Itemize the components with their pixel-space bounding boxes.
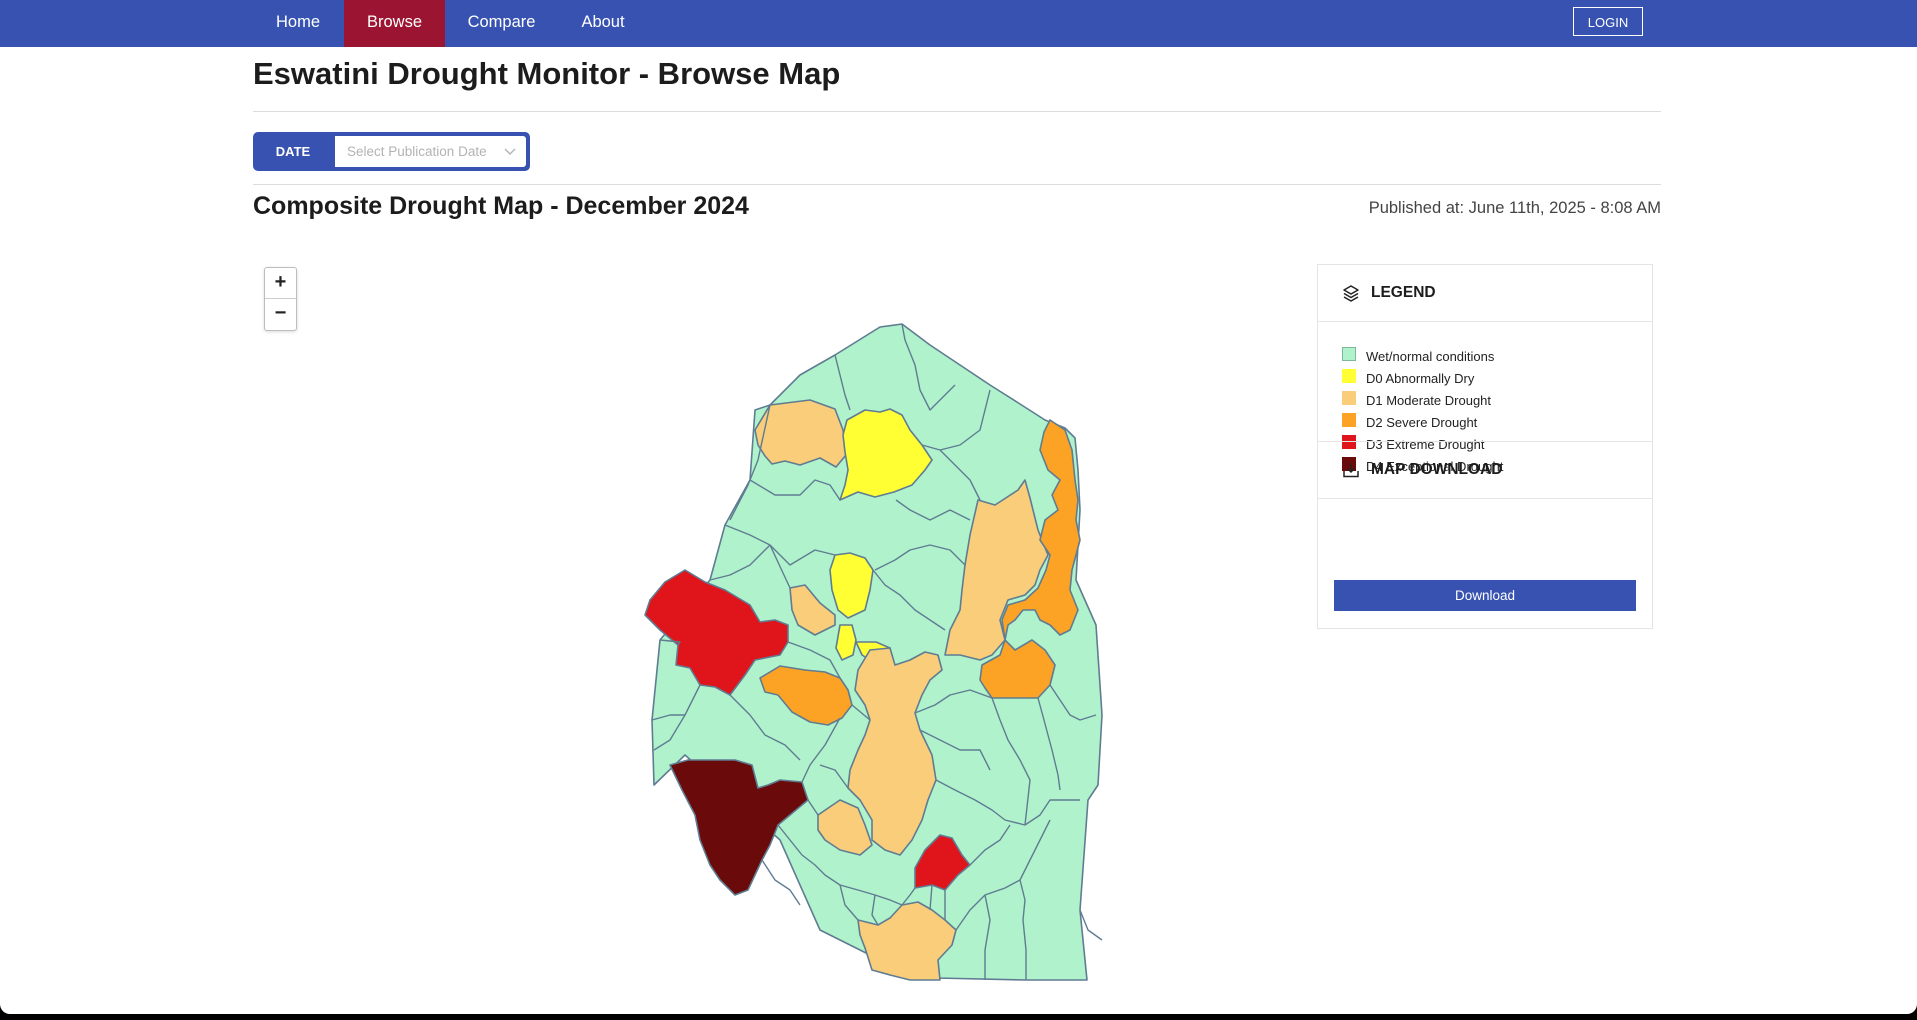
region-d1-south-west-lobe[interactable] <box>817 799 873 856</box>
nav-compare[interactable]: Compare <box>467 13 536 31</box>
region-d4-southwest[interactable] <box>669 759 809 896</box>
nav-browse[interactable]: Browse <box>344 0 445 47</box>
legend-swatch <box>1342 391 1356 405</box>
drought-map[interactable] <box>640 320 1145 985</box>
date-select-placeholder: Select Publication Date <box>347 144 487 159</box>
zoom-in-button[interactable]: + <box>265 268 296 299</box>
zoom-control: + − <box>264 267 297 331</box>
region-d1-center-west[interactable] <box>789 584 836 636</box>
zoom-out-button[interactable]: − <box>274 302 287 324</box>
layers-icon <box>1343 285 1359 302</box>
chevron-down-icon <box>504 148 516 155</box>
divider <box>253 184 1661 185</box>
publication-date-select[interactable]: Select Publication Date <box>335 136 526 167</box>
download-header: MAP DOWNLOAD <box>1318 441 1652 499</box>
top-navbar: Home Browse Compare About LOGIN <box>0 0 1917 47</box>
published-date: Published at: June 11th, 2025 - 8:08 AM <box>1368 199 1661 217</box>
nav-home[interactable]: Home <box>275 13 320 31</box>
region-d3-west[interactable] <box>644 569 789 696</box>
date-label: DATE <box>275 144 311 159</box>
legend-header: LEGEND <box>1318 265 1652 322</box>
legend-label: D3 Extreme Drought <box>1366 437 1485 452</box>
download-button[interactable]: Download <box>1334 580 1636 611</box>
region-d1-northwest[interactable] <box>754 399 847 468</box>
download-title: MAP DOWNLOAD <box>1371 461 1503 478</box>
nav-about[interactable]: About <box>581 13 625 31</box>
login-button[interactable]: LOGIN <box>1573 7 1643 36</box>
divider <box>253 111 1661 112</box>
legend-label: D2 Severe Drought <box>1366 415 1478 430</box>
region-d1-central[interactable] <box>847 647 943 856</box>
legend-swatch <box>1342 413 1356 427</box>
date-filter: DATE Select Publication Date <box>253 132 530 171</box>
legend-swatch <box>1342 347 1356 361</box>
region-d0-small-1[interactable] <box>835 624 857 661</box>
legend-swatch <box>1342 457 1356 471</box>
region-d1-east[interactable] <box>944 479 1049 661</box>
download-icon <box>1343 463 1359 478</box>
legend-label: D4 Exceptional Drought <box>1366 459 1504 474</box>
legend-label: Wet/normal conditions <box>1366 349 1495 364</box>
page-title: Eswatini Drought Monitor - Browse Map <box>253 56 841 91</box>
legend-title: LEGEND <box>1371 284 1436 301</box>
region-d0-north[interactable] <box>839 408 933 501</box>
legend-swatch <box>1342 435 1356 449</box>
legend-label: D0 Abnormally Dry <box>1366 371 1475 386</box>
region-d1-south[interactable] <box>857 901 957 981</box>
legend-panel: LEGEND Wet/normal conditions D0 Abnormal… <box>1317 264 1653 629</box>
map-title: Composite Drought Map - December 2024 <box>253 192 749 220</box>
legend-label: D1 Moderate Drought <box>1366 393 1492 408</box>
region-d0-center[interactable] <box>829 552 874 619</box>
legend-swatch <box>1342 369 1356 383</box>
region-d2-center-west[interactable] <box>759 665 853 726</box>
